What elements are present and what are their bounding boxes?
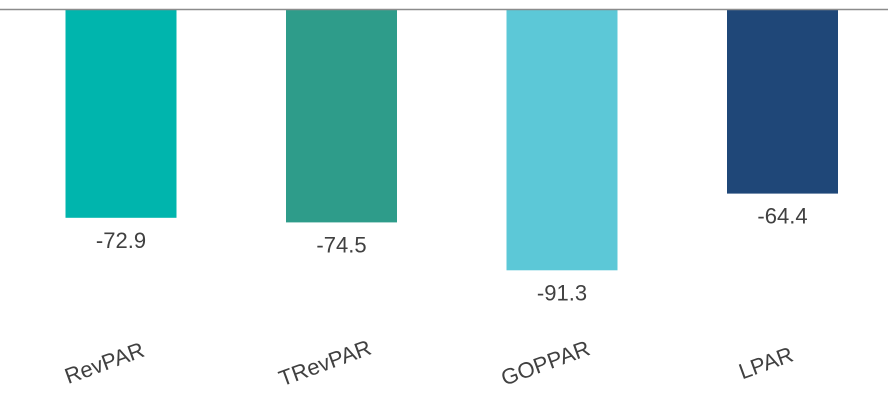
value-labels-layer: -72.9 -74.5 -91.3 -64.4	[96, 204, 808, 306]
category-labels-layer: RevPAR TRevPAR GOPPAR LPAR	[61, 335, 796, 391]
data-label-revpar: -72.9	[96, 228, 146, 253]
data-label-lpar: -64.4	[757, 204, 807, 229]
bar-lpar	[727, 10, 838, 194]
bar-trevpar	[286, 10, 397, 223]
category-label-revpar: RevPAR	[61, 337, 147, 389]
data-label-goppar: -91.3	[537, 280, 587, 305]
category-label-goppar: GOPPAR	[498, 335, 593, 390]
bar-goppar	[506, 10, 618, 271]
category-label-trevpar: TRevPAR	[275, 335, 374, 391]
bar-revpar	[65, 10, 177, 218]
data-label-trevpar: -74.5	[316, 232, 366, 257]
bars-layer	[65, 10, 838, 271]
category-label-lpar: LPAR	[735, 342, 796, 385]
